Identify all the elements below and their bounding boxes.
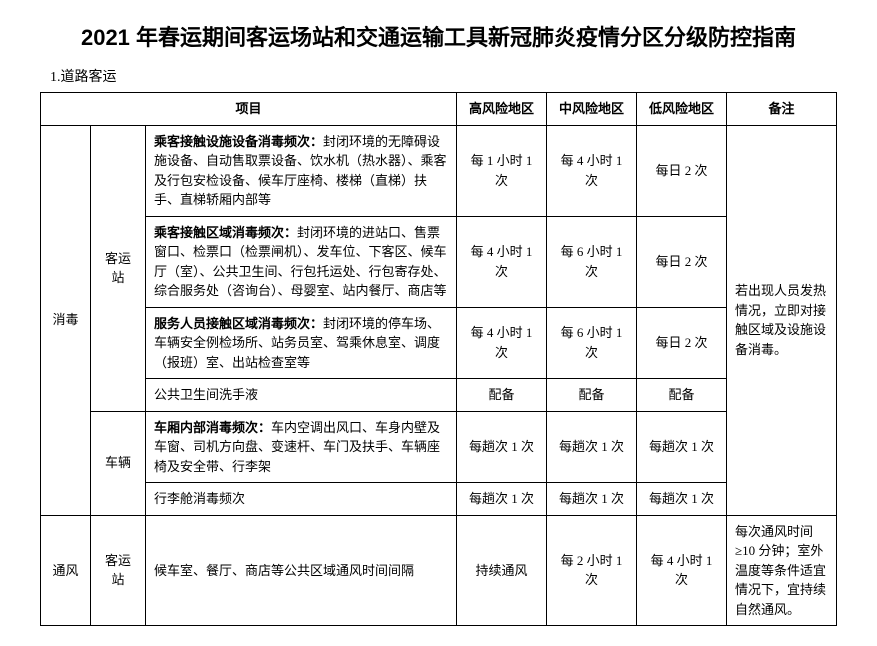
- cell-low: 配备: [637, 379, 727, 412]
- sub-station: 客运站: [91, 515, 146, 626]
- cat-ventilation: 通风: [41, 515, 91, 626]
- cell-mid: 每趟次 1 次: [547, 483, 637, 516]
- table-row: 消毒 客运站 乘客接触设施设备消毒频次：封闭环境的无障碍设施设备、自动售取票设备…: [41, 125, 837, 216]
- item-desc: 公共卫生间洗手液: [146, 379, 457, 412]
- cell-low: 每 4 小时 1 次: [637, 515, 727, 626]
- item-desc: 乘客接触区域消毒频次：封闭环境的进站口、售票窗口、检票口（检票闸机）、发车位、下…: [146, 216, 457, 307]
- cell-mid: 每趟次 1 次: [547, 411, 637, 483]
- item-label: 乘客接触设施设备消毒频次：: [154, 134, 323, 149]
- item-desc: 乘客接触设施设备消毒频次：封闭环境的无障碍设施设备、自动售取票设备、饮水机（热水…: [146, 125, 457, 216]
- cell-low: 每日 2 次: [637, 216, 727, 307]
- table-row: 行李舱消毒频次 每趟次 1 次 每趟次 1 次 每趟次 1 次: [41, 483, 837, 516]
- section-heading: 1.道路客运: [40, 66, 837, 86]
- item-desc: 候车室、餐厅、商店等公共区域通风时间间隔: [146, 515, 457, 626]
- cell-mid: 每 6 小时 1 次: [547, 216, 637, 307]
- note-ventilation: 每次通风时间≥10 分钟；室外温度等条件适宜情况下，宜持续自然通风。: [727, 515, 837, 626]
- guidance-table: 项目 高风险地区 中风险地区 低风险地区 备注 消毒 客运站 乘客接触设施设备消…: [40, 92, 837, 626]
- header-row: 项目 高风险地区 中风险地区 低风险地区 备注: [41, 93, 837, 126]
- table-row: 服务人员接触区域消毒频次：封闭环境的停车场、车辆安全例检场所、站务员室、驾乘休息…: [41, 307, 837, 379]
- col-note: 备注: [727, 93, 837, 126]
- cell-high: 持续通风: [457, 515, 547, 626]
- cell-high: 每 1 小时 1 次: [457, 125, 547, 216]
- cell-high: 每趟次 1 次: [457, 411, 547, 483]
- item-label: 车厢内部消毒频次：: [154, 420, 271, 435]
- item-label: 服务人员接触区域消毒频次：: [154, 316, 323, 331]
- col-low: 低风险地区: [637, 93, 727, 126]
- col-item: 项目: [41, 93, 457, 126]
- item-desc: 车厢内部消毒频次：车内空调出风口、车身内壁及车窗、司机方向盘、变速杆、车门及扶手…: [146, 411, 457, 483]
- cell-mid: 每 2 小时 1 次: [547, 515, 637, 626]
- col-high: 高风险地区: [457, 93, 547, 126]
- cell-low: 每趟次 1 次: [637, 483, 727, 516]
- item-desc: 服务人员接触区域消毒频次：封闭环境的停车场、车辆安全例检场所、站务员室、驾乘休息…: [146, 307, 457, 379]
- note-disinfect: 若出现人员发热情况，立即对接触区域及设施设备消毒。: [727, 125, 837, 515]
- cell-mid: 每 6 小时 1 次: [547, 307, 637, 379]
- col-mid: 中风险地区: [547, 93, 637, 126]
- sub-vehicle: 车辆: [91, 411, 146, 515]
- table-row: 通风 客运站 候车室、餐厅、商店等公共区域通风时间间隔 持续通风 每 2 小时 …: [41, 515, 837, 626]
- cell-mid: 每 4 小时 1 次: [547, 125, 637, 216]
- cell-high: 每 4 小时 1 次: [457, 216, 547, 307]
- cell-high: 配备: [457, 379, 547, 412]
- cell-high: 每趟次 1 次: [457, 483, 547, 516]
- cell-high: 每 4 小时 1 次: [457, 307, 547, 379]
- cat-disinfect: 消毒: [41, 125, 91, 515]
- cell-mid: 配备: [547, 379, 637, 412]
- page-title: 2021 年春运期间客运场站和交通运输工具新冠肺炎疫情分区分级防控指南: [40, 20, 837, 52]
- table-row: 乘客接触区域消毒频次：封闭环境的进站口、售票窗口、检票口（检票闸机）、发车位、下…: [41, 216, 837, 307]
- table-row: 公共卫生间洗手液 配备 配备 配备: [41, 379, 837, 412]
- cell-low: 每日 2 次: [637, 307, 727, 379]
- cell-low: 每趟次 1 次: [637, 411, 727, 483]
- item-label: 乘客接触区域消毒频次：: [154, 225, 297, 240]
- cell-low: 每日 2 次: [637, 125, 727, 216]
- sub-station: 客运站: [91, 125, 146, 411]
- item-desc: 行李舱消毒频次: [146, 483, 457, 516]
- table-row: 车辆 车厢内部消毒频次：车内空调出风口、车身内壁及车窗、司机方向盘、变速杆、车门…: [41, 411, 837, 483]
